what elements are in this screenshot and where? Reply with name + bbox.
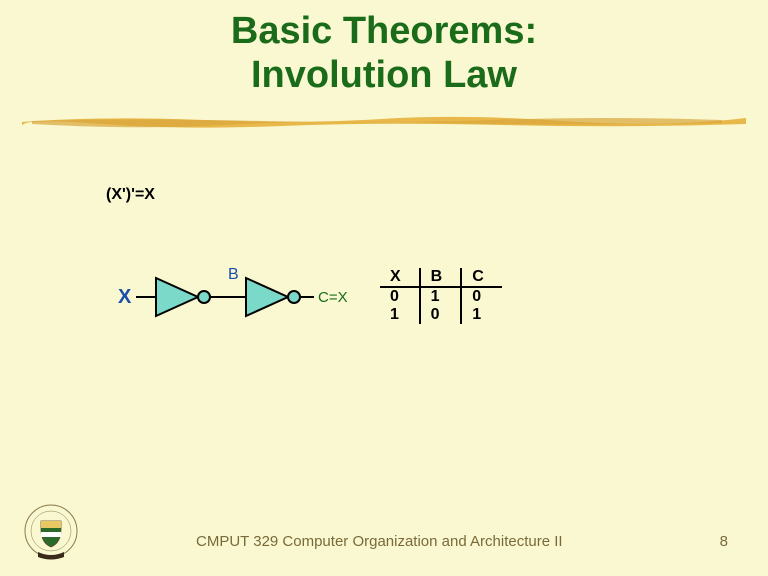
cell: 1 [420, 287, 462, 306]
slide-title: Basic Theorems: Involution Law [0, 0, 768, 97]
involution-equation: (X')'=X [106, 186, 155, 204]
page-number: 8 [720, 533, 728, 550]
inverter-circuit-diagram [112, 262, 392, 332]
university-crest-icon [22, 504, 80, 562]
title-line-1: Basic Theorems: [0, 10, 768, 54]
table-row: 1 0 1 [380, 306, 502, 324]
footer-course-text: CMPUT 329 Computer Organization and Arch… [196, 533, 563, 550]
col-header-x: X [380, 268, 420, 287]
title-line-2: Involution Law [0, 54, 768, 98]
cell: 0 [380, 287, 420, 306]
truth-table: X B C 0 1 0 1 0 1 [380, 268, 502, 324]
cell: 0 [461, 287, 502, 306]
col-header-b: B [420, 268, 462, 287]
cell: 0 [420, 306, 462, 324]
table-row: 0 1 0 [380, 287, 502, 306]
cell: 1 [461, 306, 502, 324]
col-header-c: C [461, 268, 502, 287]
cell: 1 [380, 306, 420, 324]
divider-brushstroke [22, 114, 746, 128]
table-header-row: X B C [380, 268, 502, 287]
